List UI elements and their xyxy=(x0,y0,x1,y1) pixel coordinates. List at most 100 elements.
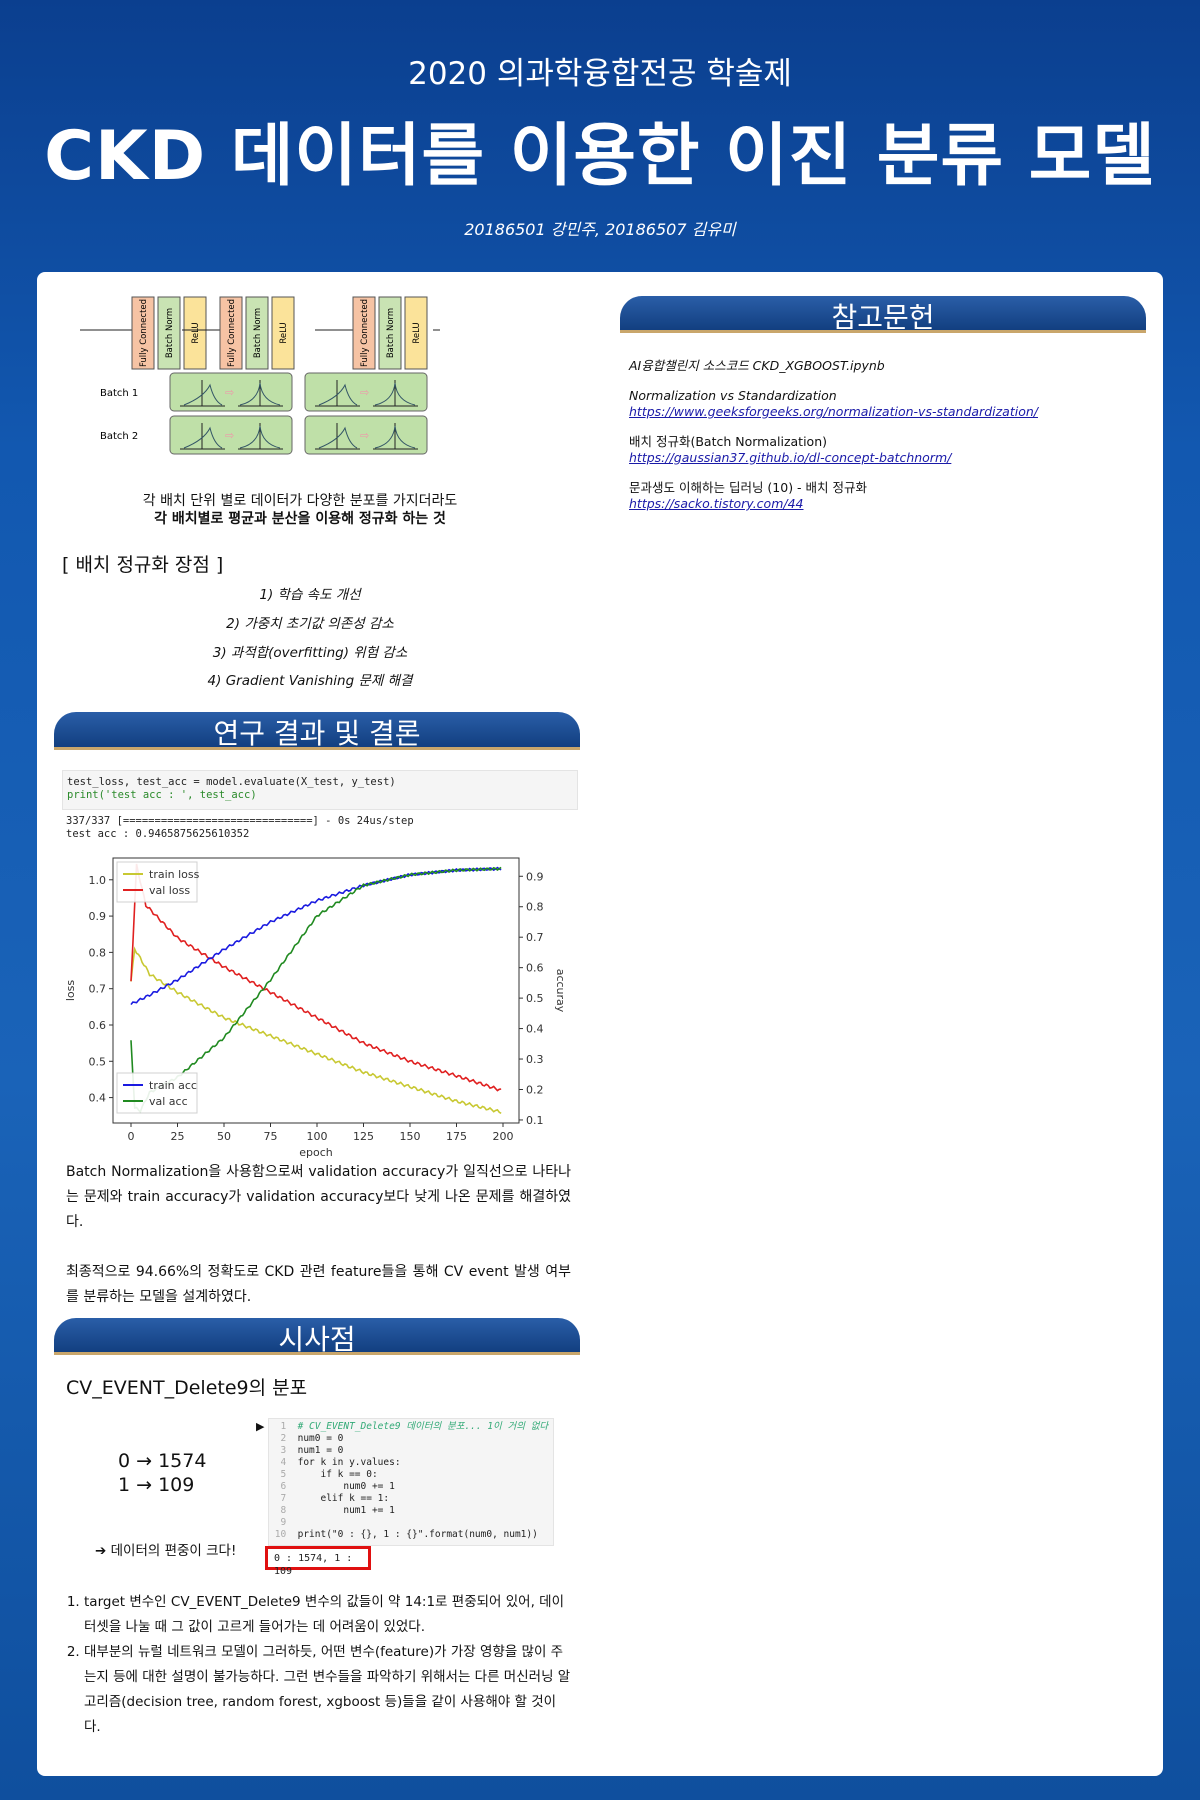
layer-label: Batch Norm xyxy=(165,308,175,358)
line-number: 10 xyxy=(269,1529,298,1540)
code-line: 1 # CV_EVENT_Delete9 데이터의 분포... 1이 거의 없다 xyxy=(269,1421,553,1433)
layer-label: Fully Connected xyxy=(139,299,149,367)
y2-tick-label: 0.1 xyxy=(526,1114,544,1127)
axes xyxy=(180,380,283,407)
batch-label: Batch 1 xyxy=(100,388,138,399)
batch-panel xyxy=(304,415,428,455)
reference-3: 배치 정규화(Batch Normalization) https://gauss… xyxy=(629,434,1149,466)
y2-tick-label: 0.7 xyxy=(526,931,544,944)
layer-block xyxy=(404,296,428,370)
legend-box xyxy=(116,861,198,903)
input-curve xyxy=(183,383,223,406)
x-tick-label: 100 xyxy=(307,1130,328,1143)
y2-tick-label: 0.9 xyxy=(526,870,544,883)
code-text: num0 = 0 xyxy=(297,1433,344,1444)
layer-label: Batch Norm xyxy=(253,308,263,358)
advantages-title: [ 배치 정규화 장점 ] xyxy=(62,554,224,576)
legend-label: val loss xyxy=(149,884,190,897)
imbalance-note: ➔ 데이터의 편중이 크다! xyxy=(95,1543,237,1559)
run-cell-icon[interactable]: ▶ xyxy=(256,1420,265,1433)
series-line-train-loss xyxy=(130,946,502,1115)
y2-tick-label: 0.3 xyxy=(526,1053,544,1066)
input-curve xyxy=(318,383,358,406)
result-paragraph-1: Batch Normalization을 사용함으로써 validation a… xyxy=(66,1164,571,1230)
layer-block xyxy=(219,296,243,370)
legend-label: train acc xyxy=(149,1079,197,1092)
count-code-cell: 1 # CV_EVENT_Delete9 데이터의 분포... 1이 거의 없다… xyxy=(268,1418,554,1546)
layer-block xyxy=(378,296,402,370)
batch-norm-diagram: Fully Connected Batch Norm ReLU Fully Conne… xyxy=(80,296,440,455)
reference-title: 문과생도 이해하는 딥러닝 (10) - 배치 정규화 xyxy=(629,480,868,495)
line-number: 8 xyxy=(269,1505,298,1516)
references-list: AI융합챌린지 소스코드 CKD_XGBOOST.ipynb Normaliza… xyxy=(629,358,1149,526)
count-output: 0 : 1574, 1 : 109 xyxy=(265,1546,371,1577)
layer-block xyxy=(245,296,269,370)
x-tick-label: 25 xyxy=(171,1130,185,1143)
code-line: print('test acc : ', test_acc) xyxy=(67,789,257,801)
reference-title: 배치 정규화(Batch Normalization) xyxy=(629,434,827,449)
layer-block xyxy=(352,296,376,370)
reference-title: Normalization vs Standardization xyxy=(629,388,837,403)
diagram-caption: 각 배치 단위 별로 데이터가 다양한 분포를 가지더라도 각 배치별로 평균과… xyxy=(80,492,520,528)
results-header: 연구 결과 및 결론 xyxy=(54,712,580,750)
line-number: 1 xyxy=(269,1421,298,1432)
x-tick-label: 150 xyxy=(400,1130,421,1143)
count-0: 0 → 1574 xyxy=(118,1450,207,1472)
y-axis-label: loss xyxy=(64,980,77,1002)
reference-2: Normalization vs Standardization https://… xyxy=(629,388,1149,420)
reference-title: AI융합챌린지 소스코드 CKD_XGBOOST.ipynb xyxy=(629,358,885,373)
layer-label: ReLU xyxy=(279,322,289,343)
x-tick-label: 125 xyxy=(353,1130,374,1143)
batch-panel xyxy=(169,415,293,455)
y-tick-label: 1.0 xyxy=(89,874,107,887)
reference-link[interactable]: https://sacko.tistory.com/44 xyxy=(629,496,804,511)
legend-label: val acc xyxy=(149,1095,188,1108)
count-1: 1 → 109 xyxy=(118,1474,195,1496)
normal-curve xyxy=(239,425,281,449)
line-number: 9 xyxy=(269,1517,298,1528)
code-line: 4 for k in y.values: xyxy=(269,1457,553,1469)
y2-tick-label: 0.2 xyxy=(526,1083,544,1096)
y2-axis-label: accuray xyxy=(554,969,567,1013)
result-paragraph-2: 최종적으로 94.66%의 정확도로 CKD 관련 feature들을 통해 C… xyxy=(66,1264,571,1305)
layer-block xyxy=(157,296,181,370)
layer-block xyxy=(271,296,295,370)
reference-link[interactable]: https://www.geeksforgeeks.org/normalizat… xyxy=(629,404,1038,419)
batch-panel xyxy=(169,372,293,412)
layer-label: Batch Norm xyxy=(386,308,396,358)
output-line: 337/337 [==============================]… xyxy=(66,815,414,827)
caption-line-2: 각 배치별로 평균과 분산을 이용해 정규화 하는 것 xyxy=(154,511,446,527)
normal-curve xyxy=(239,382,281,406)
code-text: elif k == 1: xyxy=(297,1493,390,1504)
line-number: 5 xyxy=(269,1469,298,1480)
evaluate-output: 337/337 [==============================]… xyxy=(66,815,414,841)
x-tick-label: 0 xyxy=(128,1130,135,1143)
input-curve xyxy=(318,426,358,449)
layer-block xyxy=(131,296,155,370)
reference-1: AI융합챌린지 소스코드 CKD_XGBOOST.ipynb xyxy=(629,358,1149,374)
code-line: 7 elif k == 1: xyxy=(269,1493,553,1505)
implication-1: target 변수인 CV_EVENT_Delete9 변수의 값들이 약 14… xyxy=(84,1590,572,1640)
layer-label: ReLU xyxy=(191,322,201,343)
implication-2: 대부분의 뉴럴 네트워크 모델이 그러하듯, 어떤 변수(feature)가 가… xyxy=(84,1640,572,1740)
code-text: num1 = 0 xyxy=(297,1445,344,1456)
batch-panel xyxy=(304,372,428,412)
code-line: 5 if k == 0: xyxy=(269,1469,553,1481)
y-tick-label: 0.4 xyxy=(89,1092,107,1105)
line-number: 3 xyxy=(269,1445,298,1456)
y-tick-label: 0.5 xyxy=(89,1055,107,1068)
code-line: 2 num0 = 0 xyxy=(269,1433,553,1445)
advantage-1: 1) 학습 속도 개선 xyxy=(259,587,361,603)
normal-curve xyxy=(374,382,416,406)
reference-link[interactable]: https://gaussian37.github.io/dl-concept-… xyxy=(629,450,952,465)
code-line: 3 num1 = 0 xyxy=(269,1445,553,1457)
axes xyxy=(315,423,418,450)
input-curve xyxy=(183,426,223,449)
output-line: test acc : 0.9465875625610352 xyxy=(66,828,250,840)
line-number: 4 xyxy=(269,1457,298,1468)
layer-label: Fully Connected xyxy=(360,299,370,367)
y2-tick-label: 0.4 xyxy=(526,1023,544,1036)
advantage-2: 2) 가중치 초기값 의존성 감소 xyxy=(226,616,394,632)
line-number: 2 xyxy=(269,1433,298,1444)
code-text: num0 += 1 xyxy=(297,1481,395,1492)
